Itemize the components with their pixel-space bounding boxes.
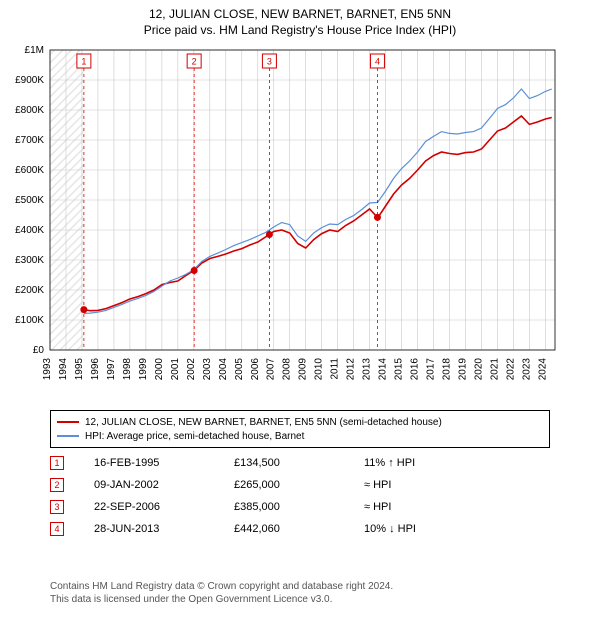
svg-text:2012: 2012 xyxy=(346,358,357,381)
event-hpi-note: ≈ HPI xyxy=(364,479,550,491)
svg-text:2018: 2018 xyxy=(442,358,453,381)
event-hpi-note: 11% ↑ HPI xyxy=(364,457,550,469)
svg-text:2021: 2021 xyxy=(489,358,500,381)
event-price: £134,500 xyxy=(234,457,364,469)
event-marker-icon: 3 xyxy=(50,500,64,514)
event-marker-icon: 1 xyxy=(50,456,64,470)
event-marker-icon: 4 xyxy=(50,522,64,536)
event-date: 09-JAN-2002 xyxy=(94,479,234,491)
svg-text:1999: 1999 xyxy=(138,358,149,381)
event-hpi-note: 10% ↓ HPI xyxy=(364,523,550,535)
svg-text:2016: 2016 xyxy=(410,358,421,381)
title-subtitle: Price paid vs. HM Land Registry's House … xyxy=(0,22,600,38)
svg-text:2008: 2008 xyxy=(282,358,293,381)
svg-text:2007: 2007 xyxy=(266,358,277,381)
svg-text:2020: 2020 xyxy=(473,358,484,381)
sale-event-row: 1 16-FEB-1995£134,50011% ↑ HPI xyxy=(50,452,550,474)
title-address: 12, JULIAN CLOSE, NEW BARNET, BARNET, EN… xyxy=(0,6,600,22)
sale-event-row: 3 22-SEP-2006£385,000≈ HPI xyxy=(50,496,550,518)
svg-text:£0: £0 xyxy=(33,345,45,356)
svg-text:2003: 2003 xyxy=(202,358,213,381)
legend-item-property: 12, JULIAN CLOSE, NEW BARNET, BARNET, EN… xyxy=(57,415,543,429)
footer-line: Contains HM Land Registry data © Crown c… xyxy=(50,580,550,593)
event-date: 22-SEP-2006 xyxy=(94,501,234,513)
event-date: 28-JUN-2013 xyxy=(94,523,234,535)
event-hpi-note: ≈ HPI xyxy=(364,501,550,513)
svg-text:2019: 2019 xyxy=(458,358,469,381)
event-price: £385,000 xyxy=(234,501,364,513)
svg-text:2000: 2000 xyxy=(154,358,165,381)
svg-text:1997: 1997 xyxy=(106,358,117,381)
svg-text:£800K: £800K xyxy=(15,105,44,116)
svg-text:2004: 2004 xyxy=(218,358,229,381)
svg-text:£500K: £500K xyxy=(15,195,44,206)
svg-text:£700K: £700K xyxy=(15,135,44,146)
svg-text:2006: 2006 xyxy=(250,358,261,381)
event-price: £442,060 xyxy=(234,523,364,535)
svg-text:£300K: £300K xyxy=(15,255,44,266)
svg-text:1: 1 xyxy=(81,56,86,66)
svg-text:2023: 2023 xyxy=(521,358,532,381)
svg-text:2010: 2010 xyxy=(314,358,325,381)
legend-item-hpi: HPI: Average price, semi-detached house,… xyxy=(57,429,543,443)
svg-text:2002: 2002 xyxy=(186,358,197,381)
svg-text:£100K: £100K xyxy=(15,315,44,326)
svg-text:1994: 1994 xyxy=(58,358,69,381)
svg-text:4: 4 xyxy=(375,56,380,66)
svg-text:2005: 2005 xyxy=(234,358,245,381)
svg-text:£200K: £200K xyxy=(15,285,44,296)
svg-text:£900K: £900K xyxy=(15,75,44,86)
legend-label: 12, JULIAN CLOSE, NEW BARNET, BARNET, EN… xyxy=(85,417,442,428)
svg-text:3: 3 xyxy=(267,56,272,66)
legend-label: HPI: Average price, semi-detached house,… xyxy=(85,431,304,442)
svg-text:£400K: £400K xyxy=(15,225,44,236)
svg-text:1996: 1996 xyxy=(90,358,101,381)
event-marker-icon: 2 xyxy=(50,478,64,492)
svg-text:1998: 1998 xyxy=(122,358,133,381)
svg-text:2: 2 xyxy=(192,56,197,66)
event-price: £265,000 xyxy=(234,479,364,491)
footer-attribution: Contains HM Land Registry data © Crown c… xyxy=(50,580,550,606)
svg-text:2001: 2001 xyxy=(170,358,181,381)
sale-event-row: 4 28-JUN-2013£442,06010% ↓ HPI xyxy=(50,518,550,540)
svg-text:2014: 2014 xyxy=(378,358,389,381)
svg-text:1993: 1993 xyxy=(42,358,53,381)
svg-text:2013: 2013 xyxy=(362,358,373,381)
svg-text:2022: 2022 xyxy=(505,358,516,381)
price-chart: £0 £100K £200K £300K £400K £500K £600K £700K £80… xyxy=(0,44,600,404)
svg-text:2009: 2009 xyxy=(298,358,309,381)
svg-text:2017: 2017 xyxy=(426,358,437,381)
svg-text:£600K: £600K xyxy=(15,165,44,176)
svg-text:1995: 1995 xyxy=(74,358,85,381)
sale-event-row: 2 09-JAN-2002£265,000≈ HPI xyxy=(50,474,550,496)
svg-text:2011: 2011 xyxy=(330,358,341,380)
svg-text:2015: 2015 xyxy=(394,358,405,381)
svg-text:2024: 2024 xyxy=(537,358,548,381)
footer-line: This data is licensed under the Open Gov… xyxy=(50,593,550,606)
legend-swatch xyxy=(57,421,79,423)
svg-text:£1M: £1M xyxy=(25,45,44,56)
event-date: 16-FEB-1995 xyxy=(94,457,234,469)
sale-events-table: 1 16-FEB-1995£134,50011% ↑ HPI 2 09-JAN-200… xyxy=(50,452,550,540)
legend-swatch xyxy=(57,435,79,437)
legend: 12, JULIAN CLOSE, NEW BARNET, BARNET, EN… xyxy=(50,410,550,448)
